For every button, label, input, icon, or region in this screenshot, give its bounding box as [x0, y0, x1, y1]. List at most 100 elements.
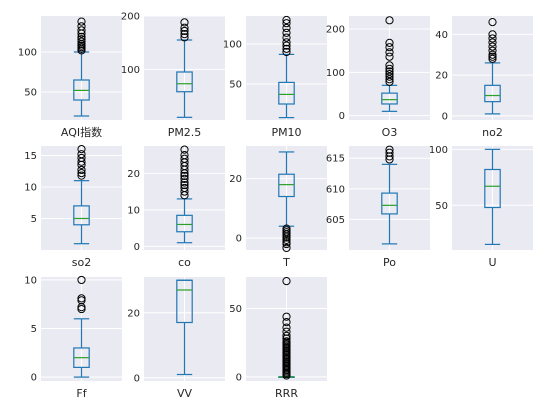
outlier-point [282, 327, 291, 336]
subplot-4: 0 20 40 no2 [435, 16, 533, 139]
subplot-1: 100 200 PM2.5 [121, 12, 225, 139]
outlier-point [77, 165, 86, 175]
outlier-point [282, 331, 291, 340]
outlier-point [180, 23, 189, 32]
outlier-point [180, 26, 189, 36]
outlier-point [385, 61, 394, 70]
outlier-point [77, 294, 86, 303]
outlier-point [282, 277, 291, 286]
y-tick-label: 200 [121, 12, 140, 23]
y-tick-label: 10 [127, 205, 140, 216]
y-tick-label: 40 [435, 30, 448, 41]
y-tick-label: 5 [31, 214, 37, 225]
outlier-point [180, 187, 189, 196]
outlier-point [385, 43, 394, 52]
outlier-point [488, 42, 497, 51]
y-tick-label: 610 [326, 184, 345, 195]
outlier-point [385, 145, 394, 154]
y-tick-label: 0 [442, 111, 448, 122]
subplot-2: 50 100 PM10 [223, 15, 327, 139]
category-label: no2 [482, 126, 503, 139]
outlier-point [488, 18, 497, 27]
iqr-box [176, 279, 193, 324]
outlier-point [180, 171, 189, 181]
subplot-7: 0 20 T [229, 146, 327, 269]
y-tick-label: 10 [24, 275, 37, 286]
outlier-point [77, 17, 86, 26]
subplot-6: 0 10 20 co [127, 145, 225, 269]
category-label: PM2.5 [168, 126, 202, 139]
outlier-point [385, 148, 394, 157]
iqr-box [176, 214, 193, 233]
outlier-point [488, 52, 497, 61]
outlier-point [282, 47, 291, 57]
outlier-point [77, 169, 86, 178]
category-label: so2 [72, 256, 91, 269]
subplot-9: 50 100 U [429, 145, 533, 269]
outlier-point [180, 174, 189, 183]
outlier-point [488, 34, 497, 43]
iqr-box [176, 71, 193, 93]
y-tick-label: 100 [223, 40, 242, 51]
outlier-point [385, 64, 394, 73]
y-tick-label: 50 [24, 88, 37, 99]
outlier-point [282, 235, 291, 244]
iqr-box [278, 81, 295, 105]
outlier-point [282, 23, 291, 33]
outlier-point [180, 183, 189, 193]
subplot-0: 50 100 AQI指数 [18, 16, 122, 139]
outlier-point [77, 171, 86, 180]
outlier-point [385, 67, 394, 76]
y-tick-label: 0 [31, 373, 37, 384]
outlier-point [180, 145, 189, 154]
outlier-point [180, 178, 189, 187]
outlier-point [282, 337, 291, 346]
outlier-point [77, 153, 86, 163]
outlier-point [77, 26, 86, 35]
iqr-box [484, 168, 501, 209]
outlier-point [180, 154, 189, 163]
outlier-point [180, 18, 189, 27]
outlier-point [385, 38, 394, 47]
outlier-point [77, 150, 86, 159]
iqr-box [484, 84, 501, 103]
outlier-point [77, 35, 86, 44]
category-label: VV [177, 387, 193, 400]
outlier-point [77, 145, 86, 154]
y-tick-label: 50 [435, 201, 448, 212]
y-tick-label: 0 [134, 373, 140, 384]
outlier-point [488, 38, 497, 47]
outlier-point [488, 46, 497, 55]
y-tick-label: 605 [326, 215, 345, 226]
outlier-point [282, 33, 291, 42]
subplot-5: 5 10 15 so2 [24, 145, 122, 269]
outlier-point [77, 22, 86, 31]
y-tick-label: 10 [24, 182, 37, 193]
outlier-point [385, 75, 394, 84]
outlier-point [77, 37, 86, 46]
outlier-point [385, 52, 394, 61]
category-label: PM10 [271, 126, 301, 139]
y-tick-label: 200 [326, 25, 345, 36]
outlier-point [488, 54, 497, 63]
outlier-point [282, 323, 291, 332]
y-tick-label: 100 [18, 48, 37, 59]
y-tick-label: 0 [236, 372, 242, 383]
category-label: AQI指数 [61, 125, 102, 139]
outlier-point [77, 275, 86, 285]
category-label: O3 [382, 126, 398, 139]
outlier-point [488, 30, 497, 39]
outlier-point [282, 19, 291, 28]
category-label: Ff [76, 387, 87, 400]
outlier-point [180, 33, 189, 42]
subplot-10: 0 5 10 Ff [24, 275, 122, 400]
y-tick-label: 100 [429, 145, 448, 156]
outlier-point [282, 41, 291, 50]
outlier-point [385, 69, 394, 79]
category-label: RRR [275, 387, 298, 400]
outlier-point [488, 50, 497, 59]
y-tick-label: 20 [127, 169, 140, 180]
iqr-box [381, 92, 398, 105]
y-tick-label: 0 [236, 234, 242, 245]
